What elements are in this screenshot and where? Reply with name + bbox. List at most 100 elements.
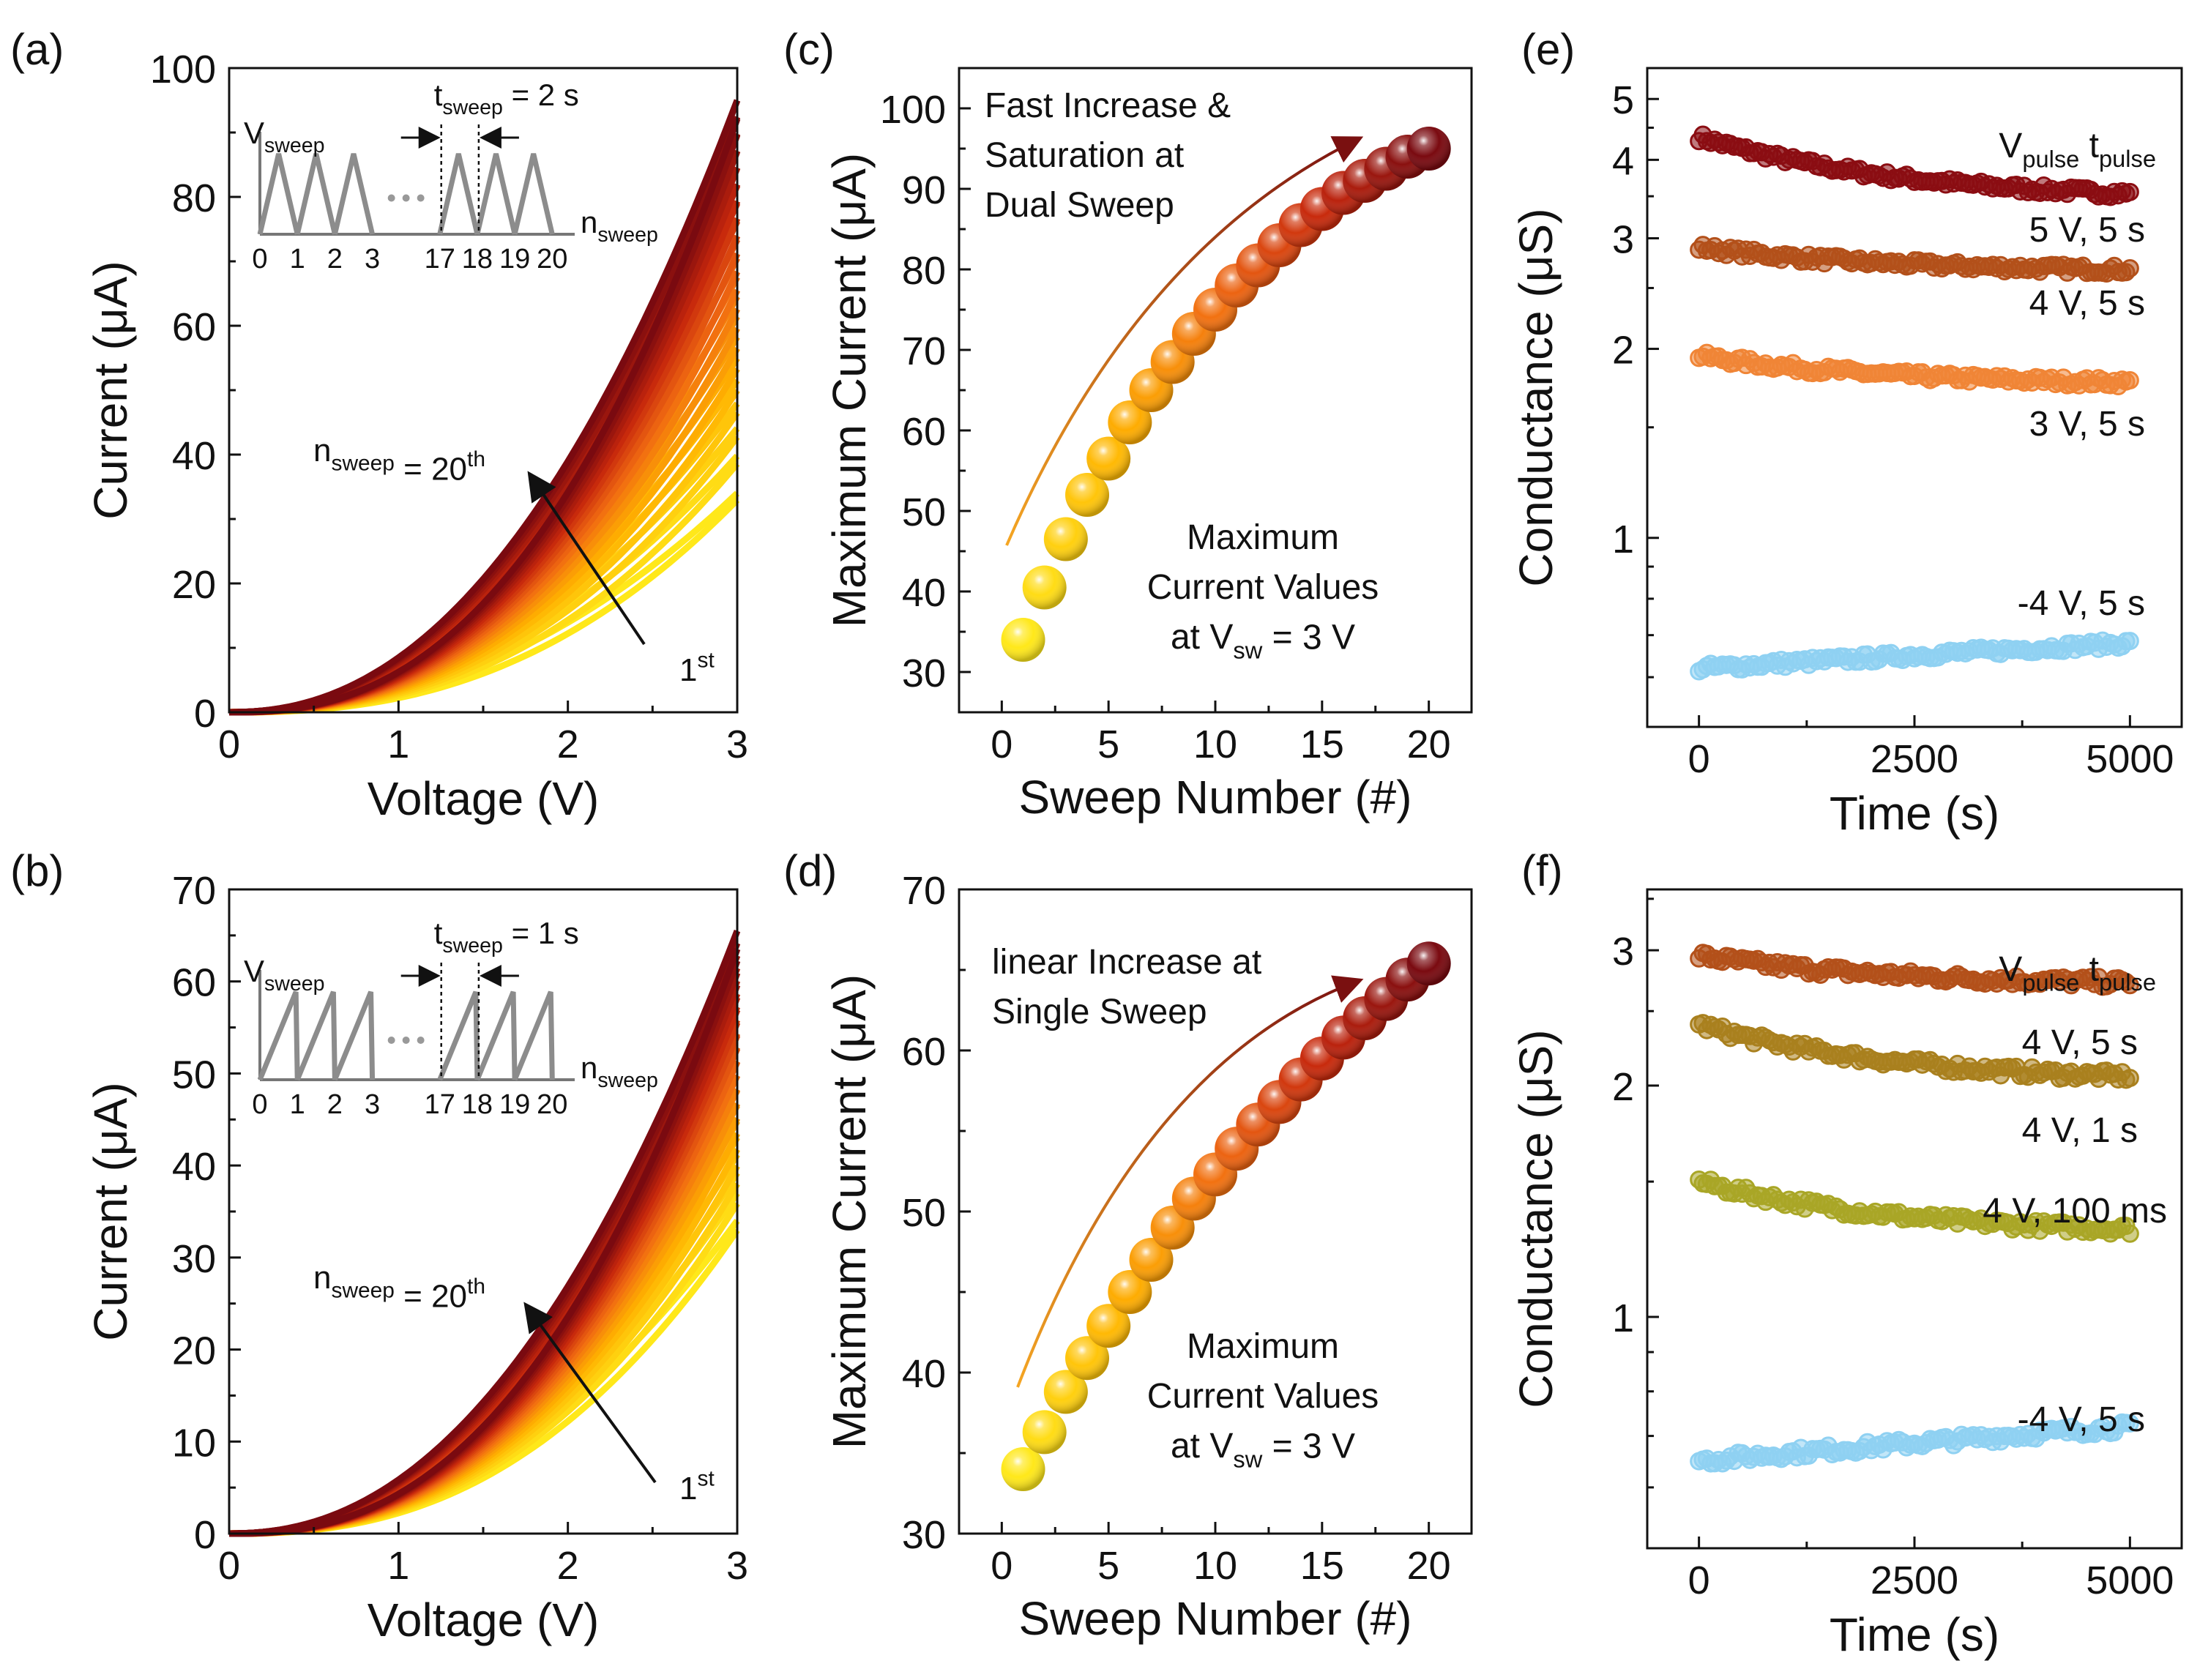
annotation-bottom-line: Current Values [1147, 1377, 1379, 1416]
y-tick-label: 5 [1612, 78, 1634, 122]
iv-sweep-curve-return [229, 117, 741, 716]
conductance-panel-(f): 0 2500 5000 1 2 3 Time (s) Conductance (μS) 4 V,… [1510, 888, 2183, 1661]
text-span: at V [1171, 618, 1233, 657]
legend-header: Vpulse tpulse [1999, 949, 2156, 996]
inset-n-label: nsweep [581, 205, 658, 247]
series-label: -4 V, 5 s [2018, 584, 2145, 623]
data-point-shine [1065, 1336, 1109, 1381]
text-span: n [313, 1260, 331, 1296]
y-axis-title: Current (μA) [84, 261, 137, 519]
data-point-shine [1108, 1270, 1152, 1314]
series-label: -4 V, 5 s [2018, 1400, 2145, 1439]
inset-ellipsis-dot [387, 194, 395, 202]
inset-n-label: nsweep [581, 1050, 658, 1092]
annotation-top-line: Dual Sweep [985, 186, 1174, 225]
y-tick-label: 40 [172, 434, 216, 478]
x-tick-label: 5 [1097, 723, 1119, 766]
x-tick-label: 15 [1300, 1544, 1344, 1588]
inset-v-label: Vsweep [244, 116, 325, 157]
panel-label: (d) [783, 846, 837, 895]
data-point-shine [1129, 1238, 1174, 1282]
supscript-text: th [467, 1274, 485, 1299]
text-span: n [581, 205, 597, 239]
inset-wave [257, 153, 555, 235]
y-tick-label: 2 [1612, 329, 1634, 373]
inset-ellipsis-dot [387, 1037, 395, 1044]
x-tick-label: 0 [991, 1544, 1013, 1588]
text-span: t [434, 78, 443, 112]
supscript-text: th [467, 447, 485, 471]
data-point-shine [1022, 1410, 1067, 1455]
subscript-text: sweep [597, 223, 658, 247]
data-point-shine [1108, 400, 1152, 444]
y-tick-label: 30 [172, 1237, 216, 1281]
subscript-text: sweep [331, 1278, 394, 1302]
series-trace [1690, 1170, 2139, 1243]
subscript-text: pulse [2099, 145, 2156, 172]
sweep-direction-arrow [523, 1302, 657, 1484]
subscript-text: pulse [2022, 968, 2079, 996]
annotation-bottom-line: Maximum [1187, 1327, 1339, 1366]
inset-tick-label: 3 [365, 244, 380, 275]
text-span: V [1999, 127, 2022, 165]
x-tick-label: 20 [1407, 1544, 1451, 1588]
annotation-bottom-last: at Vsw = 3 V [1171, 618, 1355, 663]
y-axis-title: Conductance (μS) [1510, 208, 1562, 586]
text-span [2079, 949, 2089, 988]
inset-wave [257, 990, 555, 1081]
y-tick-label: 60 [172, 961, 216, 1005]
max-current-panel-(d): 0 5 10 15 20 30 40 50 60 70 Sweep Number (#) Maximu… [823, 869, 1473, 1645]
series-label: 4 V, 1 s [2022, 1111, 2138, 1150]
x-tick-label: 5000 [2086, 737, 2174, 781]
y-tick-label: 4 [1612, 139, 1634, 183]
inset-v-label: Vsweep [244, 954, 325, 996]
series-point [2120, 371, 2139, 390]
text-span: = 1 s [503, 916, 579, 950]
data-point-shine [1043, 517, 1088, 561]
annotation-last-sweep: nsweep = 20th [313, 433, 485, 487]
x-tick-label: 10 [1193, 723, 1237, 766]
inset-tick-label: 2 [327, 1089, 343, 1120]
annotation-top-line: Fast Increase & [985, 86, 1231, 125]
trend-arrow [1005, 136, 1364, 546]
x-tick-label: 1 [387, 723, 409, 766]
y-tick-label: 80 [902, 249, 946, 293]
x-tick-label: 2 [557, 723, 579, 766]
iv-sweep-curve [228, 929, 741, 1537]
y-tick-label: 1 [1612, 518, 1634, 561]
inset-tick-label: 3 [365, 1089, 380, 1120]
y-tick-label: 60 [902, 1030, 946, 1074]
series-point [2120, 258, 2139, 277]
series-trace [1690, 343, 2139, 396]
iv-sweep-curve [228, 99, 741, 716]
x-axis-title: Time (s) [1830, 787, 1999, 840]
inset-tick-label: 17 [425, 244, 455, 275]
data-point-shine [1086, 436, 1131, 481]
y-tick-label: 60 [902, 410, 946, 454]
y-tick-label: 50 [172, 1053, 216, 1097]
subscript-text: sweep [264, 134, 325, 157]
x-tick-label: 15 [1300, 723, 1344, 766]
y-axis-title: Maximum Current (μA) [823, 153, 876, 628]
series-label: 4 V, 5 s [2029, 284, 2145, 323]
series-trace [1690, 1014, 2139, 1089]
y-tick-label: 0 [194, 1513, 216, 1557]
inset-tick-label: 19 [499, 244, 530, 275]
x-tick-label: 0 [218, 723, 240, 766]
text-span: at V [1171, 1427, 1233, 1466]
y-tick-label: 30 [902, 1513, 946, 1557]
y-tick-label: 70 [902, 869, 946, 913]
data-point-shine [1406, 941, 1451, 986]
y-tick-label: 3 [1612, 218, 1634, 262]
x-axis-title: Sweep Number (#) [1018, 1592, 1412, 1645]
y-tick-label: 60 [172, 305, 216, 349]
y-tick-label: 20 [172, 1329, 216, 1373]
y-axis-title: Maximum Current (μA) [823, 974, 876, 1449]
annotation-first-sweep: 1st [679, 649, 715, 688]
x-tick-label: 0 [1688, 1558, 1710, 1602]
text-span: n [313, 433, 331, 468]
subscript-text: sweep [264, 972, 325, 996]
annotation-bottom-line: Maximum [1187, 518, 1339, 557]
